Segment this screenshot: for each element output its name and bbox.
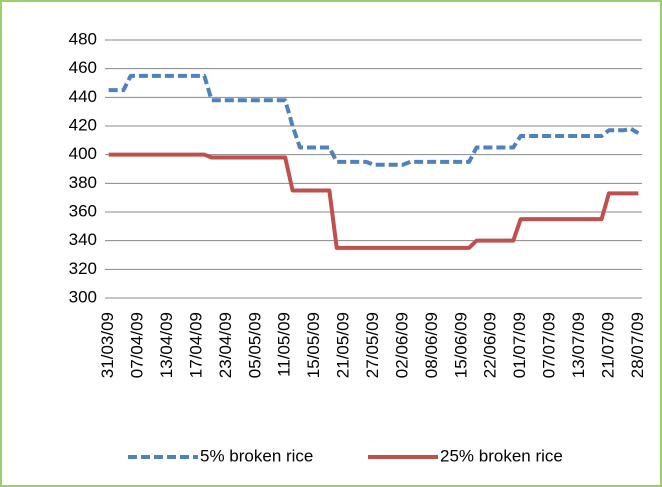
y-tick-label: 300 [69, 287, 97, 306]
legend-label: 5% broken rice [200, 446, 313, 465]
series-line [108, 73, 640, 167]
x-tick-label: 07/04/09 [128, 312, 147, 378]
x-tick-label: 21/05/09 [334, 312, 353, 378]
x-tick-label: 08/06/09 [422, 312, 441, 378]
x-tick-label: 07/07/09 [540, 312, 559, 378]
x-tick-label: 01/07/09 [510, 312, 529, 378]
y-tick-label: 480 [69, 29, 97, 48]
x-tick-label: 17/04/09 [186, 312, 205, 378]
y-tick-label: 320 [69, 259, 97, 278]
x-tick-label: 15/06/09 [451, 312, 470, 378]
x-tick-label: 22/06/09 [481, 312, 500, 378]
x-tick-label: 28/07/09 [628, 312, 647, 378]
x-tick-label: 31/03/09 [98, 312, 117, 378]
y-tick-label: 440 [69, 87, 97, 106]
x-tick-label: 21/07/09 [598, 312, 617, 378]
y-tick-label: 400 [69, 144, 97, 163]
y-tick-label: 460 [69, 58, 97, 77]
y-tick-label: 340 [69, 230, 97, 249]
x-tick-label: 23/04/09 [216, 312, 235, 378]
y-tick-label: 420 [69, 115, 97, 134]
x-tick-label: 13/07/09 [569, 312, 588, 378]
x-tick-label: 13/04/09 [157, 312, 176, 378]
x-tick-label: 02/06/09 [392, 312, 411, 378]
series-line [108, 152, 639, 250]
x-tick-label: 11/05/09 [275, 312, 294, 377]
x-tick-label: 05/05/09 [245, 312, 264, 378]
legend-label: 25% broken rice [440, 446, 563, 465]
y-tick-label: 380 [69, 173, 97, 192]
y-tick-label: 360 [69, 201, 97, 220]
x-tick-label: 27/05/09 [363, 312, 382, 378]
x-tick-label: 15/05/09 [304, 312, 323, 378]
